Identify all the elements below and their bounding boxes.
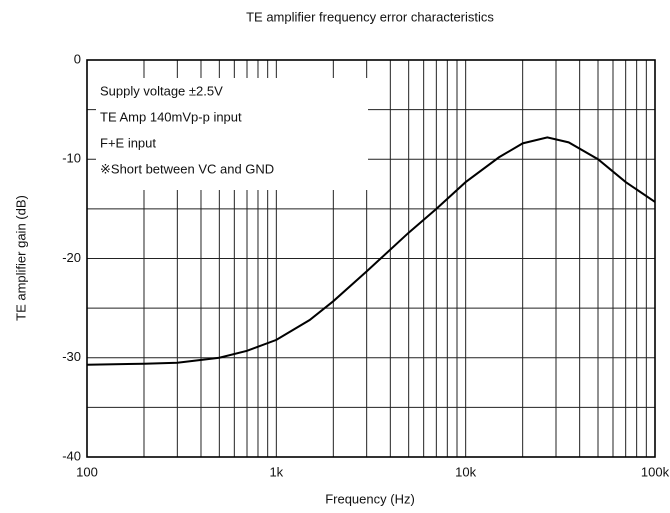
annotation: F+E input	[100, 135, 156, 150]
y-axis-label: TE amplifier gain (dB)	[13, 195, 28, 321]
chart-title: TE amplifier frequency error characteris…	[246, 9, 494, 24]
plot-frame	[86, 59, 656, 458]
y-tick-label: 0	[74, 51, 81, 66]
y-tick-label: -30	[62, 349, 81, 364]
y-tick-label: -40	[62, 448, 81, 463]
x-axis-label: Frequency (Hz)	[325, 491, 415, 506]
x-tick-label: 100	[76, 464, 98, 479]
y-tick-label: -20	[62, 250, 81, 265]
annotation-box	[96, 78, 368, 190]
x-tick-label: 10k	[455, 464, 476, 479]
x-tick-label: 1k	[269, 464, 283, 479]
annotation: Supply voltage ±2.5V	[100, 83, 223, 98]
annotation: ※Short between VC and GND	[100, 161, 274, 176]
x-tick-label: 100k	[641, 464, 670, 479]
line-series	[86, 136, 656, 366]
annotation: TE Amp 140mVp-p input	[100, 109, 242, 124]
y-tick-label: -10	[62, 151, 81, 166]
